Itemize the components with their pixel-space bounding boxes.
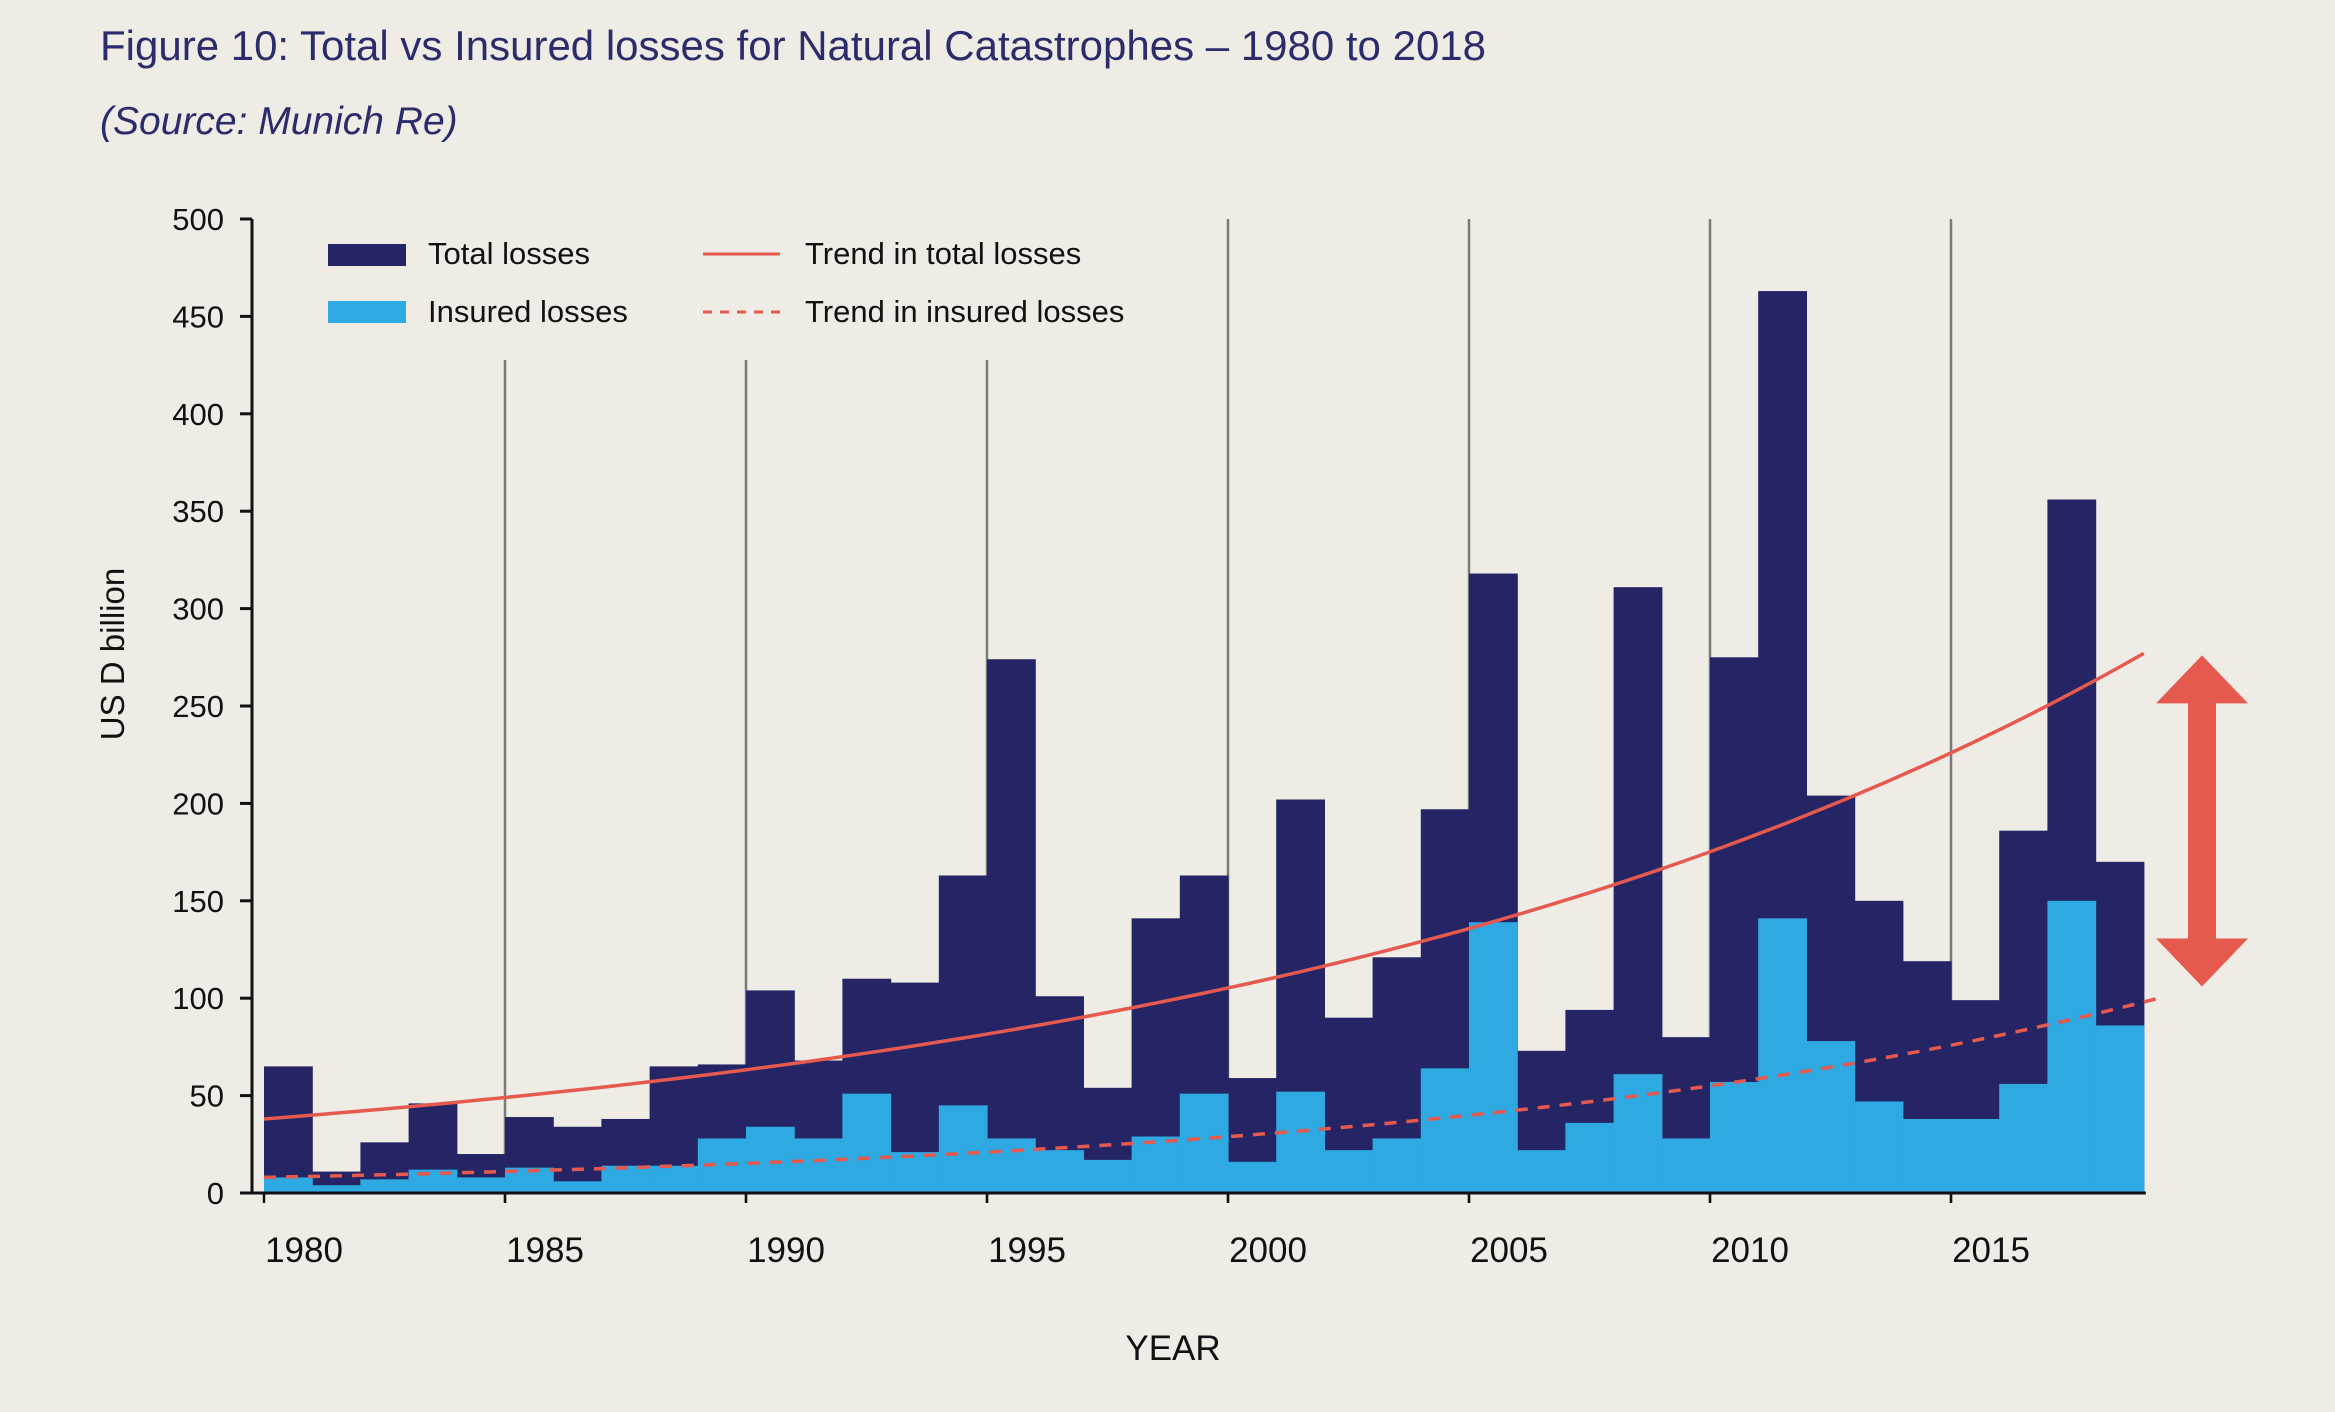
- y-axis-label: US D billion: [94, 568, 131, 740]
- gap-arrow: [2156, 655, 2248, 987]
- legend-label-total: Total losses: [428, 236, 590, 271]
- bar-insured-1992: [842, 1093, 892, 1193]
- bar-insured-1994: [938, 1105, 988, 1193]
- bar-insured-2018: [2095, 1025, 2145, 1193]
- bar-insured-1981: [312, 1185, 361, 1193]
- bar-insured-1980: [264, 1177, 313, 1193]
- bar-insured-1996: [1035, 1150, 1084, 1193]
- x-tick-label-1980: 1980: [265, 1231, 343, 1270]
- bar-insured-2006: [1517, 1150, 1566, 1193]
- bar-insured-2005: [1469, 922, 1518, 1193]
- y-tick-label-400: 400: [172, 397, 224, 432]
- bar-insured-1986: [553, 1181, 602, 1193]
- bar-insured-1997: [1083, 1159, 1133, 1193]
- bar-insured-2015: [1951, 1118, 2000, 1193]
- bar-insured-1987: [601, 1165, 651, 1193]
- bar-total-1980: [264, 1066, 313, 1193]
- bar-insured-2014: [1902, 1118, 1952, 1193]
- bar-insured-2010: [1710, 1081, 1759, 1193]
- bar-insured-2007: [1565, 1122, 1615, 1193]
- y-tick-label-50: 50: [190, 1079, 224, 1114]
- bar-insured-2003: [1372, 1138, 1422, 1193]
- y-tick-label-350: 350: [172, 494, 224, 529]
- x-tick-label-2010: 2010: [1711, 1231, 1789, 1270]
- bar-insured-1984: [456, 1177, 506, 1193]
- trend-lines: [263, 651, 2159, 1180]
- y-tick-label-450: 450: [172, 299, 224, 334]
- bar-insured-2017: [2047, 900, 2097, 1193]
- bars: [264, 291, 2145, 1194]
- x-tick-label-1990: 1990: [747, 1231, 825, 1270]
- y-tick-label-200: 200: [172, 786, 224, 821]
- bar-insured-2001: [1276, 1091, 1325, 1193]
- legend-swatch-total: [328, 244, 406, 266]
- bar-total-1995: [987, 659, 1036, 1193]
- x-tick-label-2005: 2005: [1470, 1231, 1548, 1270]
- x-axis-label: YEAR: [1125, 1329, 1220, 1368]
- bar-insured-2016: [1999, 1083, 2048, 1193]
- bar-insured-1988: [649, 1165, 699, 1193]
- y-tick-label-100: 100: [172, 981, 224, 1016]
- y-tick-label-150: 150: [172, 884, 224, 919]
- legend-swatch-insured: [328, 301, 406, 323]
- legend: Total losses Insured losses Trend in tot…: [328, 236, 1124, 329]
- bar-insured-1982: [360, 1179, 410, 1193]
- x-tick-label-1985: 1985: [506, 1231, 584, 1270]
- axes: 0 50 100 150 200 250 300 350 400 450 500 1980 1985 19…: [172, 202, 2146, 1270]
- y-tick-label-500: 500: [172, 202, 224, 237]
- legend-label-trend-insured: Trend in insured losses: [805, 294, 1124, 329]
- bar-insured-1998: [1131, 1136, 1181, 1193]
- legend-label-insured: Insured losses: [428, 294, 628, 329]
- x-tick-label-1995: 1995: [988, 1231, 1066, 1270]
- figure-subtitle: (Source: Munich Re): [100, 100, 458, 143]
- legend-label-trend-total: Trend in total losses: [805, 236, 1081, 271]
- bar-insured-2000: [1228, 1161, 1277, 1193]
- bar-insured-2013: [1854, 1101, 1904, 1193]
- bar-insured-1995: [987, 1138, 1036, 1193]
- y-tick-label-0: 0: [207, 1176, 224, 1211]
- bar-insured-2011: [1758, 918, 1807, 1193]
- bar-insured-1993: [890, 1152, 940, 1193]
- x-tick-label-2015: 2015: [1952, 1231, 2030, 1270]
- trend-insured-line: [263, 996, 2159, 1180]
- bar-insured-1991: [794, 1138, 843, 1193]
- trend-total-line: [263, 651, 2145, 1121]
- bar-insured-1990: [746, 1126, 795, 1193]
- bar-insured-2002: [1324, 1150, 1374, 1193]
- x-tick-label-2000: 2000: [1229, 1231, 1307, 1270]
- bar-insured-1999: [1179, 1093, 1229, 1193]
- y-tick-label-250: 250: [172, 689, 224, 724]
- bar-insured-2004: [1420, 1068, 1470, 1193]
- figure-title: Figure 10: Total vs Insured losses for N…: [100, 22, 1487, 69]
- gap-double-arrow: [2156, 655, 2248, 987]
- bar-insured-2009: [1661, 1138, 1711, 1193]
- y-tick-label-300: 300: [172, 592, 224, 627]
